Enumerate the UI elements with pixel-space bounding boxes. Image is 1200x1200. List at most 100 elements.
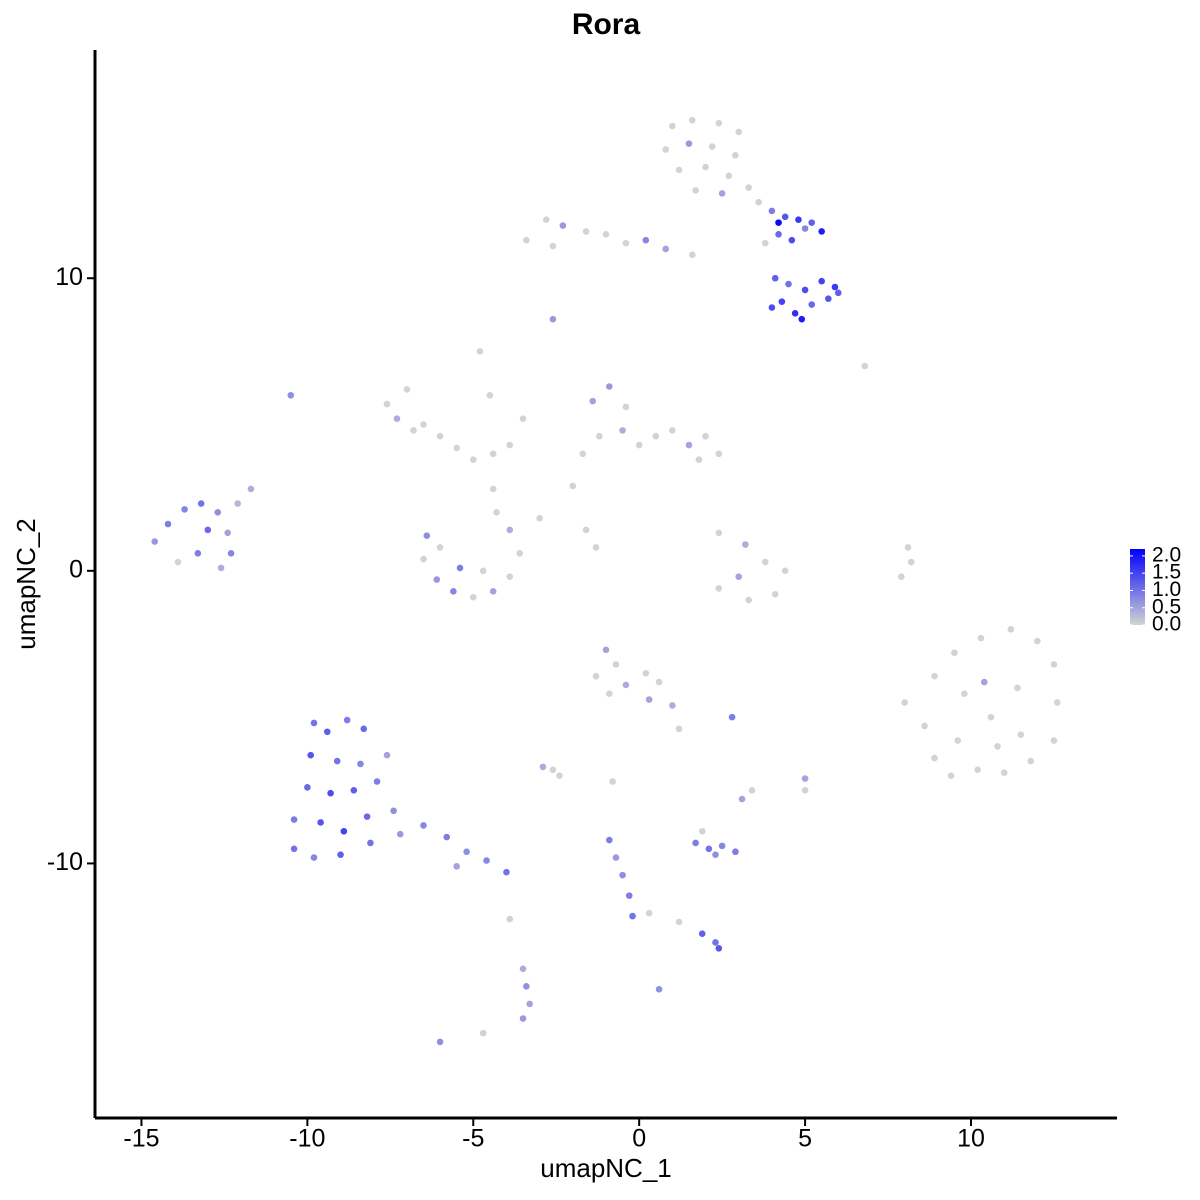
point xyxy=(771,590,779,598)
point xyxy=(961,690,968,698)
point xyxy=(453,444,460,452)
colorbar-label: 1.5 xyxy=(1152,561,1181,584)
point xyxy=(781,213,789,221)
x-tick-label: -10 xyxy=(289,1125,325,1153)
point xyxy=(662,245,670,253)
point xyxy=(768,207,776,215)
point xyxy=(456,564,464,572)
point xyxy=(781,567,789,575)
point xyxy=(523,236,530,244)
point xyxy=(506,526,514,534)
y-tick-label: 0 xyxy=(69,555,83,583)
point xyxy=(420,555,427,563)
point xyxy=(931,754,938,762)
point xyxy=(519,965,527,973)
point xyxy=(761,239,769,247)
point xyxy=(227,549,235,557)
point xyxy=(685,441,693,449)
point xyxy=(181,506,188,513)
point xyxy=(350,786,358,794)
point xyxy=(642,236,650,244)
point xyxy=(367,839,374,847)
point xyxy=(410,427,417,434)
point xyxy=(645,696,653,703)
point xyxy=(589,397,597,405)
point xyxy=(357,760,364,768)
point xyxy=(994,743,1001,750)
point xyxy=(655,985,663,993)
point xyxy=(675,725,683,733)
point xyxy=(327,789,334,797)
point xyxy=(688,251,696,259)
point xyxy=(685,140,693,147)
point xyxy=(775,231,782,238)
point xyxy=(662,146,670,153)
point xyxy=(606,383,613,390)
point xyxy=(625,892,633,899)
point xyxy=(708,143,716,150)
point xyxy=(436,544,444,551)
point xyxy=(436,1038,444,1046)
point xyxy=(732,848,739,856)
point xyxy=(596,432,603,440)
point xyxy=(214,509,222,516)
point xyxy=(907,558,915,566)
point xyxy=(715,529,723,537)
point xyxy=(363,813,371,820)
point xyxy=(606,690,613,698)
point xyxy=(559,222,567,229)
point xyxy=(393,415,401,422)
point xyxy=(539,763,547,771)
point xyxy=(788,236,796,244)
point xyxy=(619,427,626,434)
point xyxy=(542,216,550,224)
point xyxy=(469,456,477,463)
point xyxy=(791,310,799,317)
point xyxy=(771,274,779,282)
point xyxy=(479,567,487,575)
point xyxy=(931,672,938,680)
point xyxy=(745,596,752,604)
point xyxy=(738,795,746,803)
point xyxy=(732,152,739,159)
point xyxy=(622,681,630,689)
point xyxy=(652,432,660,440)
point xyxy=(224,529,232,537)
point xyxy=(1007,626,1015,633)
point xyxy=(343,716,351,724)
point xyxy=(612,854,620,861)
point xyxy=(818,277,825,285)
point xyxy=(1000,769,1008,777)
chart-title: Rora xyxy=(572,8,641,41)
point xyxy=(493,509,500,516)
point xyxy=(556,772,563,779)
point xyxy=(612,661,620,668)
point xyxy=(549,315,557,323)
point xyxy=(801,775,809,782)
point xyxy=(761,558,769,566)
y-axis-title: umapNC_2 xyxy=(11,518,41,650)
point xyxy=(775,219,782,226)
point xyxy=(798,315,806,323)
colorbar xyxy=(1130,549,1145,625)
point xyxy=(463,848,470,856)
point xyxy=(323,728,331,736)
point xyxy=(831,283,839,291)
point xyxy=(755,198,762,206)
point xyxy=(516,549,524,557)
point xyxy=(310,854,318,861)
point xyxy=(725,172,733,180)
point xyxy=(718,190,726,197)
point xyxy=(549,766,557,774)
point xyxy=(735,128,743,136)
point xyxy=(450,588,457,595)
point xyxy=(602,231,610,238)
point xyxy=(947,772,955,779)
point xyxy=(506,441,514,449)
point xyxy=(443,833,451,841)
point xyxy=(360,725,368,733)
point xyxy=(904,544,912,551)
point xyxy=(526,1000,533,1008)
point xyxy=(702,163,709,171)
